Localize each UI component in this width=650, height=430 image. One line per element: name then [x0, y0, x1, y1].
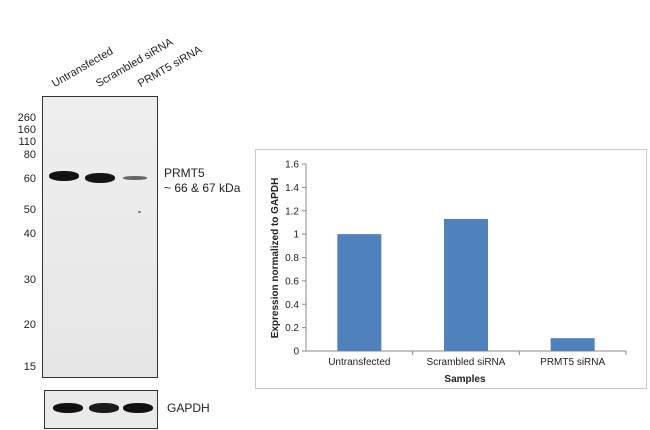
- x-tick-label: Untransfected: [328, 357, 390, 368]
- prmt5-label: PRMT5: [164, 166, 205, 180]
- gapdh-label: GAPDH: [167, 401, 210, 415]
- prmt5-band-scrambled-sirna: [85, 173, 115, 183]
- blot-speck: [138, 211, 141, 213]
- mw-marker-40: 40: [23, 228, 36, 240]
- gapdh-band-scrambled-sirna: [89, 403, 119, 413]
- y-tick-label: 0.8: [285, 253, 299, 264]
- y-tick-label: 0.2: [285, 323, 299, 334]
- mw-marker-15: 15: [23, 361, 36, 373]
- y-axis-label: Expression normalized to GAPDH: [270, 178, 281, 339]
- y-tick-label: 0.4: [285, 300, 299, 311]
- mw-marker-160: 160: [17, 124, 36, 136]
- y-tick-label: 0: [293, 347, 299, 358]
- prmt5-band-prmt5-sirna: [123, 176, 147, 180]
- mw-marker-110: 110: [18, 136, 36, 148]
- prmt5-band-untransfected: [49, 171, 79, 181]
- western-blot-main-panel: [42, 96, 158, 378]
- bar-chart-frame: Expression normalized to GAPDH Samples 0…: [255, 149, 647, 389]
- x-tick-label: PRMT5 siRNA: [540, 357, 605, 368]
- bar-untransfected: [337, 234, 382, 351]
- bar-prmt5-sirna: [550, 338, 595, 351]
- y-tick-label: 0.6: [285, 276, 299, 287]
- x-axis-label: Samples: [444, 374, 486, 385]
- y-tick-label: 1.6: [285, 160, 299, 171]
- mw-marker-60: 60: [23, 173, 36, 185]
- mw-marker-30: 30: [23, 274, 36, 286]
- mw-marker-50: 50: [23, 204, 36, 216]
- mw-marker-80: 80: [23, 149, 36, 161]
- gapdh-band-untransfected: [53, 403, 83, 413]
- y-tick-label: 1.4: [285, 183, 299, 194]
- prmt5-size-label: ~ 66 & 67 kDa: [164, 181, 241, 195]
- y-tick-label: 1: [293, 230, 299, 241]
- bar-chart: Expression normalized to GAPDH Samples 0…: [270, 160, 627, 385]
- x-tick-label: Scrambled siRNA: [427, 357, 506, 368]
- mw-marker-20: 20: [23, 319, 36, 331]
- gapdh-band-prmt5-sirna: [123, 403, 153, 413]
- mw-marker-260: 260: [17, 112, 36, 124]
- bar-scrambled-sirna: [444, 218, 488, 351]
- western-blot-gapdh-panel: [44, 390, 158, 429]
- y-tick-label: 1.2: [285, 206, 299, 217]
